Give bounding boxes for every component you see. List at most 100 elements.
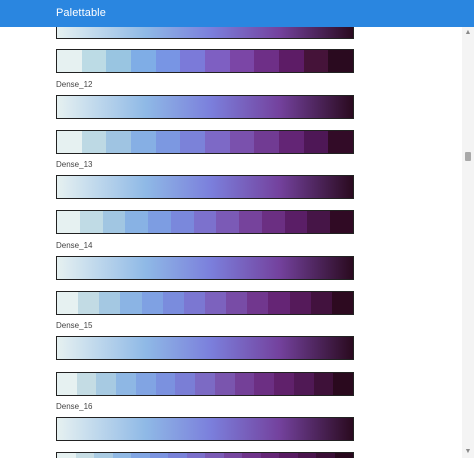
color-swatch bbox=[242, 453, 261, 458]
color-swatch bbox=[289, 292, 311, 314]
color-swatch bbox=[205, 131, 230, 153]
color-swatch bbox=[313, 373, 334, 395]
color-swatch bbox=[183, 292, 205, 314]
color-swatch bbox=[328, 50, 354, 72]
color-swatch bbox=[76, 373, 97, 395]
color-swatch bbox=[333, 373, 354, 395]
color-swatch bbox=[94, 453, 113, 458]
palette-label: Dense_15 bbox=[56, 321, 93, 330]
color-swatch bbox=[279, 50, 304, 72]
palette-swatch-bar bbox=[56, 210, 354, 234]
palette-label: Dense_16 bbox=[56, 402, 93, 411]
color-swatch bbox=[186, 453, 205, 458]
color-swatch bbox=[303, 50, 329, 72]
color-swatch bbox=[75, 453, 94, 458]
color-swatch bbox=[149, 453, 168, 458]
color-swatch bbox=[81, 50, 107, 72]
palette-gradient-bar bbox=[56, 336, 354, 360]
palette-swatch-bar bbox=[56, 49, 354, 73]
color-swatch bbox=[303, 131, 329, 153]
color-swatch bbox=[205, 50, 230, 72]
color-swatch bbox=[175, 373, 196, 395]
scroll-up-arrow-icon[interactable]: ▲ bbox=[464, 29, 472, 36]
color-swatch bbox=[106, 131, 132, 153]
color-swatch bbox=[57, 131, 82, 153]
color-swatch bbox=[216, 211, 240, 233]
color-swatch bbox=[155, 50, 181, 72]
color-swatch bbox=[170, 211, 194, 233]
color-swatch bbox=[330, 211, 353, 233]
color-swatch bbox=[116, 373, 136, 395]
color-swatch bbox=[112, 453, 131, 458]
color-swatch bbox=[99, 292, 121, 314]
color-swatch bbox=[261, 211, 285, 233]
color-swatch bbox=[135, 373, 156, 395]
color-swatch bbox=[79, 211, 103, 233]
color-swatch bbox=[155, 131, 181, 153]
app-bar: Palettable bbox=[0, 0, 474, 27]
color-swatch bbox=[247, 292, 269, 314]
color-swatch bbox=[96, 373, 117, 395]
color-swatch bbox=[214, 373, 235, 395]
color-swatch bbox=[57, 211, 80, 233]
color-swatch bbox=[328, 131, 354, 153]
color-swatch bbox=[279, 131, 304, 153]
color-swatch bbox=[234, 373, 255, 395]
color-swatch bbox=[125, 211, 149, 233]
color-swatch bbox=[57, 373, 77, 395]
color-swatch bbox=[279, 453, 298, 458]
color-swatch bbox=[260, 453, 279, 458]
palette-gradient-bar bbox=[56, 175, 354, 199]
color-swatch bbox=[57, 292, 79, 314]
color-swatch bbox=[180, 131, 206, 153]
color-swatch bbox=[205, 453, 224, 458]
color-swatch bbox=[131, 453, 150, 458]
color-swatch bbox=[239, 211, 262, 233]
color-swatch bbox=[193, 211, 217, 233]
palette-label: Dense_12 bbox=[56, 80, 93, 89]
color-swatch bbox=[226, 292, 248, 314]
color-swatch bbox=[180, 50, 206, 72]
palette-gradient-bar bbox=[56, 27, 354, 39]
scrollbar-thumb[interactable] bbox=[465, 152, 471, 161]
color-swatch bbox=[168, 453, 187, 458]
color-swatch bbox=[307, 211, 331, 233]
color-swatch bbox=[141, 292, 163, 314]
color-swatch bbox=[57, 453, 76, 458]
color-swatch bbox=[229, 131, 255, 153]
color-swatch bbox=[131, 131, 156, 153]
color-swatch bbox=[106, 50, 132, 72]
color-swatch bbox=[310, 292, 332, 314]
color-swatch bbox=[334, 453, 353, 458]
palette-label: Dense_14 bbox=[56, 241, 93, 250]
color-swatch bbox=[78, 292, 100, 314]
color-swatch bbox=[162, 292, 184, 314]
color-swatch bbox=[204, 292, 227, 314]
color-swatch bbox=[148, 211, 171, 233]
scroll-down-arrow-icon[interactable]: ▼ bbox=[464, 448, 472, 455]
color-swatch bbox=[331, 292, 353, 314]
color-swatch bbox=[284, 211, 308, 233]
palette-swatch-bar bbox=[56, 130, 354, 154]
palette-gradient-bar bbox=[56, 256, 354, 280]
palette-swatch-bar bbox=[56, 372, 354, 396]
color-swatch bbox=[268, 292, 290, 314]
palette-gradient-bar bbox=[56, 417, 354, 441]
color-swatch bbox=[131, 50, 156, 72]
color-swatch bbox=[120, 292, 142, 314]
palette-swatch-bar bbox=[56, 452, 354, 458]
color-swatch bbox=[274, 373, 294, 395]
palette-label: Dense_13 bbox=[56, 160, 93, 169]
color-swatch bbox=[293, 373, 314, 395]
vertical-scrollbar[interactable]: ▲ ▼ bbox=[462, 27, 474, 458]
app-title: Palettable bbox=[56, 7, 106, 19]
color-swatch bbox=[297, 453, 316, 458]
color-swatch bbox=[155, 373, 176, 395]
color-swatch bbox=[223, 453, 242, 458]
color-swatch bbox=[254, 50, 280, 72]
palette-list[interactable]: Dense_12 Dense_13 Dense_14 Dense_15 Dens… bbox=[0, 27, 462, 458]
color-swatch bbox=[102, 211, 126, 233]
color-swatch bbox=[229, 50, 255, 72]
palette-swatch-bar bbox=[56, 291, 354, 315]
color-swatch bbox=[81, 131, 107, 153]
